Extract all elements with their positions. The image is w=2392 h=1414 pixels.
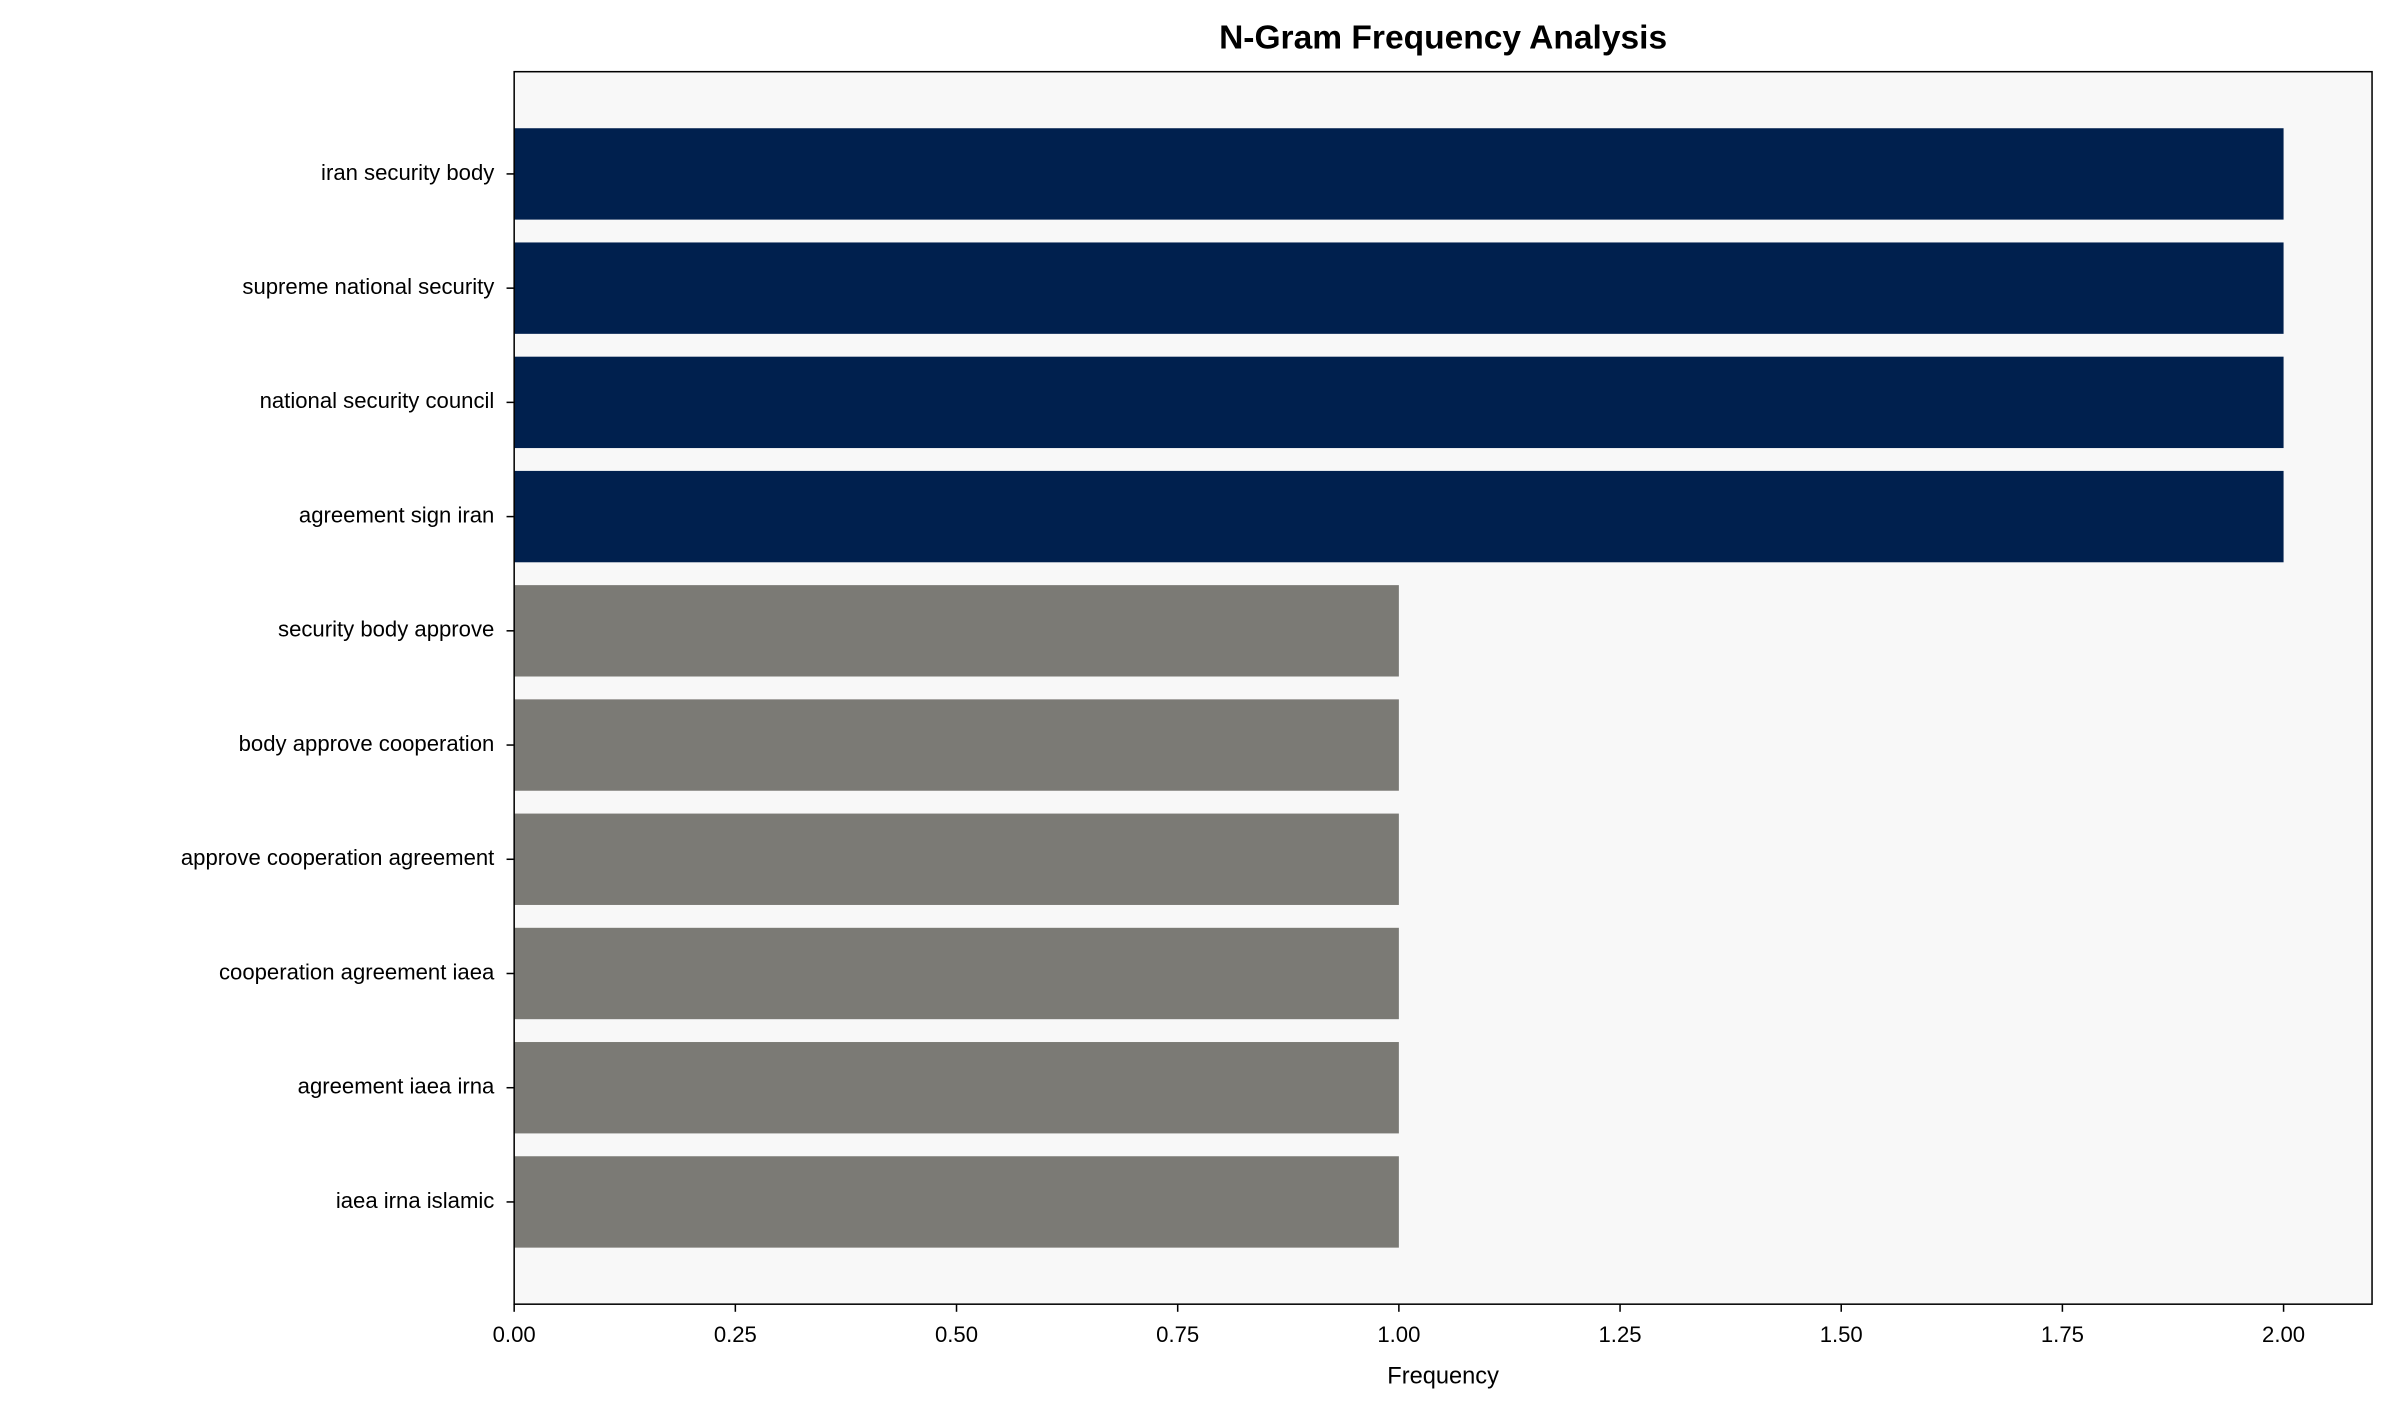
bar bbox=[514, 927, 1399, 1020]
bar bbox=[514, 470, 2284, 563]
y-tick-label: iaea irna islamic bbox=[336, 1188, 495, 1213]
chart-title: N-Gram Frequency Analysis bbox=[1219, 20, 1667, 57]
bar bbox=[514, 356, 2284, 449]
x-tick-label: 1.75 bbox=[2041, 1322, 2084, 1347]
bar bbox=[514, 1156, 1399, 1248]
x-tick-label: 1.00 bbox=[1377, 1322, 1420, 1347]
x-tick-label: 0.75 bbox=[1156, 1322, 1199, 1347]
bar bbox=[514, 1042, 1399, 1134]
x-axis-label: Frequency bbox=[1387, 1364, 1499, 1390]
bar bbox=[514, 585, 1399, 677]
y-tick-label: cooperation agreement iaea bbox=[219, 959, 495, 984]
bar bbox=[514, 242, 2284, 334]
y-tick-label: agreement iaea irna bbox=[298, 1074, 495, 1099]
x-tick-label: 0.00 bbox=[493, 1322, 536, 1347]
x-tick-label: 0.25 bbox=[714, 1322, 757, 1347]
y-tick-label: security body approve bbox=[278, 617, 494, 642]
x-tick-label: 1.25 bbox=[1599, 1322, 1642, 1347]
bar bbox=[514, 813, 1399, 905]
y-tick-label: iran security body bbox=[321, 160, 495, 185]
y-tick-label: body approve cooperation bbox=[239, 731, 495, 756]
x-tick-label: 2.00 bbox=[2262, 1322, 2305, 1347]
y-tick-label: supreme national security bbox=[242, 274, 495, 299]
y-tick-label: national security council bbox=[260, 388, 495, 413]
plot-frame bbox=[513, 70, 2373, 1305]
x-tick-label: 1.50 bbox=[1820, 1322, 1863, 1347]
y-tick-label: agreement sign iran bbox=[299, 502, 494, 527]
x-tick-label: 0.50 bbox=[935, 1322, 978, 1347]
bar bbox=[514, 128, 2284, 220]
bar bbox=[514, 699, 1399, 791]
y-tick-label: approve cooperation agreement bbox=[181, 845, 494, 870]
